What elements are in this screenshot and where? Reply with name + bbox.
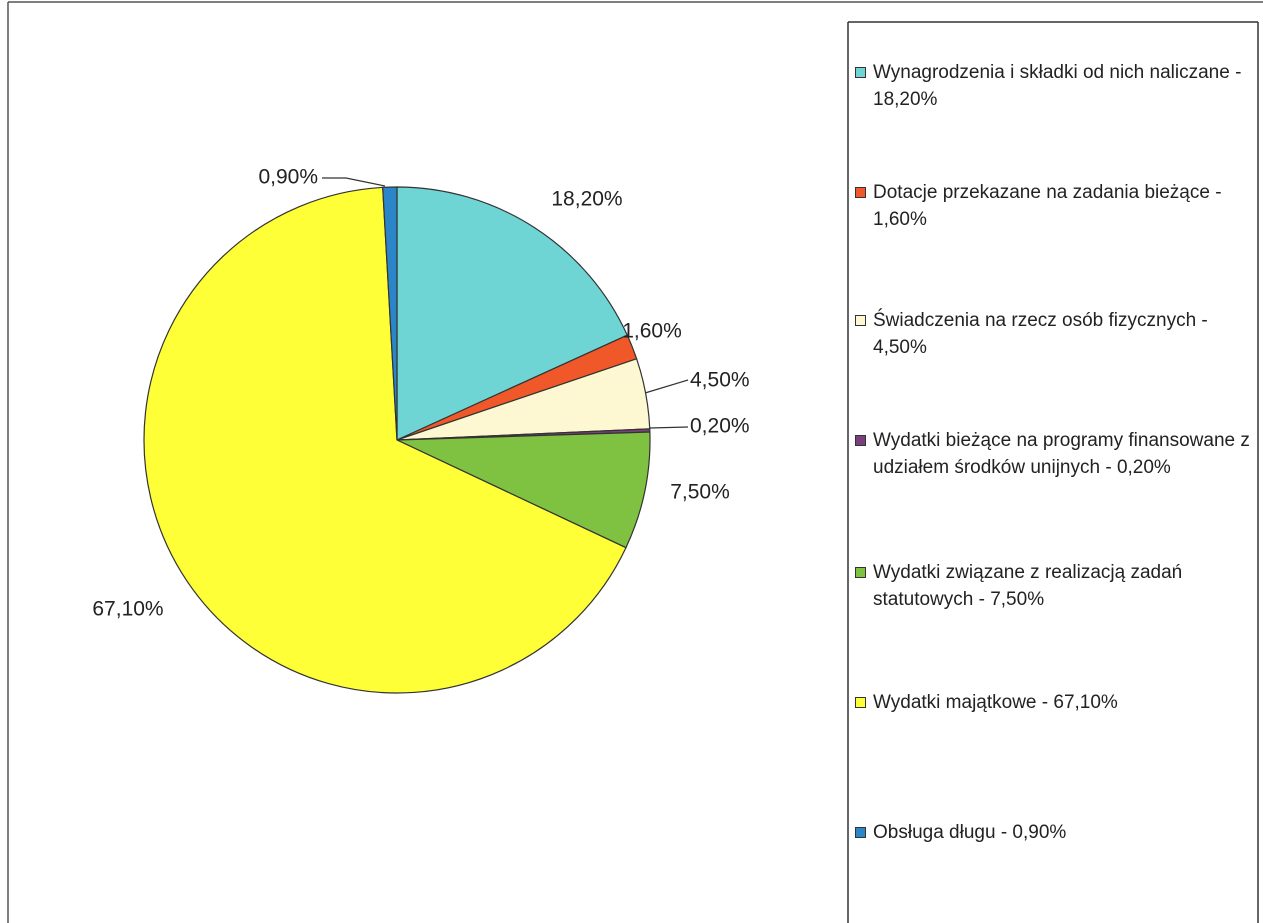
legend-swatch — [855, 435, 866, 446]
legend-label: Świadczenia na rzecz osób fizycznych - 4… — [873, 310, 1208, 358]
legend-item: Obsługa długu - 0,90% — [855, 819, 1255, 846]
legend-item: Wynagrodzenia i składki od nich naliczan… — [855, 59, 1255, 113]
legend-swatch — [855, 567, 866, 578]
legend-swatch — [855, 827, 866, 838]
leader-line — [649, 426, 689, 429]
legend-item: Wydatki majątkowe - 67,10% — [855, 689, 1255, 716]
legend-item: Wydatki związane z realizacją zadań stat… — [855, 559, 1255, 613]
legend-label: Dotacje przekazane na zadania bieżące - … — [873, 182, 1222, 230]
leader-line — [644, 379, 689, 394]
data-label: 4,50% — [690, 369, 750, 392]
legend-item: Dotacje przekazane na zadania bieżące - … — [855, 179, 1255, 233]
legend-label: Wydatki związane z realizacją zadań stat… — [873, 562, 1183, 610]
data-label: 7,50% — [670, 481, 730, 504]
legend-label: Obsługa długu - 0,90% — [873, 822, 1067, 843]
legend-item: Świadczenia na rzecz osób fizycznych - 4… — [855, 307, 1255, 361]
data-label: 0,90% — [258, 166, 318, 189]
legend-swatch — [855, 697, 866, 708]
legend-label: Wydatki bieżące na programy finansowane … — [873, 430, 1250, 478]
legend-swatch — [855, 187, 866, 198]
legend-item: Wydatki bieżące na programy finansowane … — [855, 427, 1255, 481]
leader-line — [322, 177, 386, 187]
pie-slice — [396, 431, 651, 549]
legend-swatch — [855, 67, 866, 78]
data-label: 67,10% — [92, 598, 163, 621]
legend-label: Wynagrodzenia i składki od nich naliczan… — [873, 62, 1242, 110]
pie-slice — [143, 186, 627, 694]
pie-slice — [396, 186, 629, 441]
data-label: 0,20% — [690, 415, 750, 438]
data-label: 18,20% — [551, 188, 622, 211]
legend-label: Wydatki majątkowe - 67,10% — [873, 692, 1118, 713]
legend-swatch — [855, 315, 866, 326]
data-label: 1,60% — [622, 320, 682, 343]
pie-slice — [382, 186, 398, 441]
